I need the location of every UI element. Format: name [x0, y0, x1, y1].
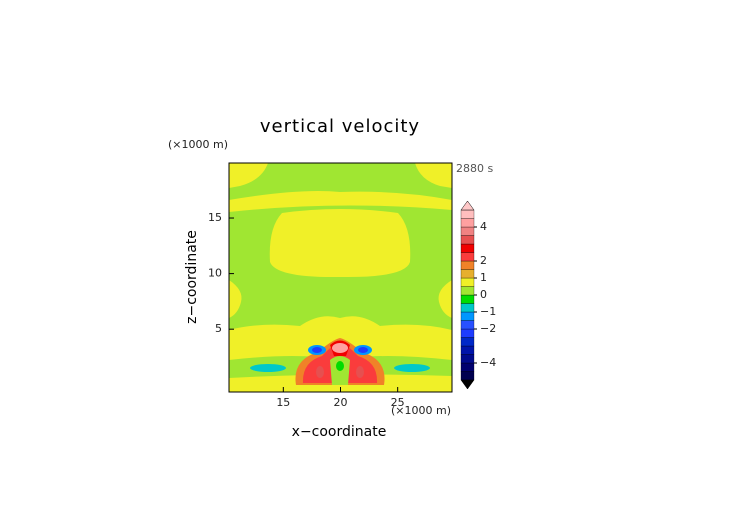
- time-annotation: 2880 s: [456, 162, 493, 175]
- colorbar-segment: [460, 311, 475, 321]
- y-axis-label: z−coordinate: [184, 230, 200, 324]
- colorbar-segment: [460, 218, 475, 228]
- colorbar-segment: [460, 243, 475, 253]
- colorbar-segment: [460, 345, 475, 355]
- x-axis-label: x−coordinate: [292, 424, 387, 440]
- colorbar-segment: [460, 320, 475, 330]
- colorbar-segment: [460, 260, 475, 270]
- y-unit: (×1000 m): [168, 138, 228, 151]
- colorbar-tick-label: 0: [480, 288, 487, 301]
- colorbar-segment: [460, 294, 475, 304]
- colorbar-segment: [460, 252, 475, 262]
- colorbar-segment: [460, 209, 475, 219]
- colorbar-tick-label: −1: [480, 305, 496, 318]
- colorbar-segment: [460, 354, 475, 364]
- colorbar-tick-label: 1: [480, 271, 487, 284]
- x-tick-label: 15: [276, 396, 290, 409]
- colorbar-segment: [460, 286, 475, 296]
- x-tick-label: 25: [391, 396, 405, 409]
- colorbar-segment: [460, 269, 475, 279]
- colorbar-segment: [460, 337, 475, 347]
- colorbar-tick-label: −2: [480, 322, 496, 335]
- y-tick-label: 15: [208, 211, 222, 224]
- y-tick-label: 10: [208, 267, 222, 280]
- x-tick-label: 20: [334, 396, 348, 409]
- colorbar-segment: [460, 362, 475, 372]
- chart-title: vertical velocity: [260, 116, 420, 137]
- colorbar-tick-label: −4: [480, 356, 496, 369]
- colorbar-segment: [460, 277, 475, 287]
- colorbar-tick-label: 4: [480, 220, 487, 233]
- colorbar-segment: [460, 226, 475, 236]
- colorbar-segment: [460, 235, 475, 245]
- x-unit: (×1000 m): [391, 404, 451, 417]
- colorbar-tick-label: 2: [480, 254, 487, 267]
- colorbar-over: [460, 200, 475, 211]
- y-tick-label: 5: [215, 322, 222, 335]
- colorbar-segment: [460, 303, 475, 313]
- colorbar-segment: [460, 328, 475, 338]
- colorbar-under: [460, 379, 475, 390]
- contour-field: [229, 163, 452, 392]
- colorbar-segment: [460, 371, 475, 381]
